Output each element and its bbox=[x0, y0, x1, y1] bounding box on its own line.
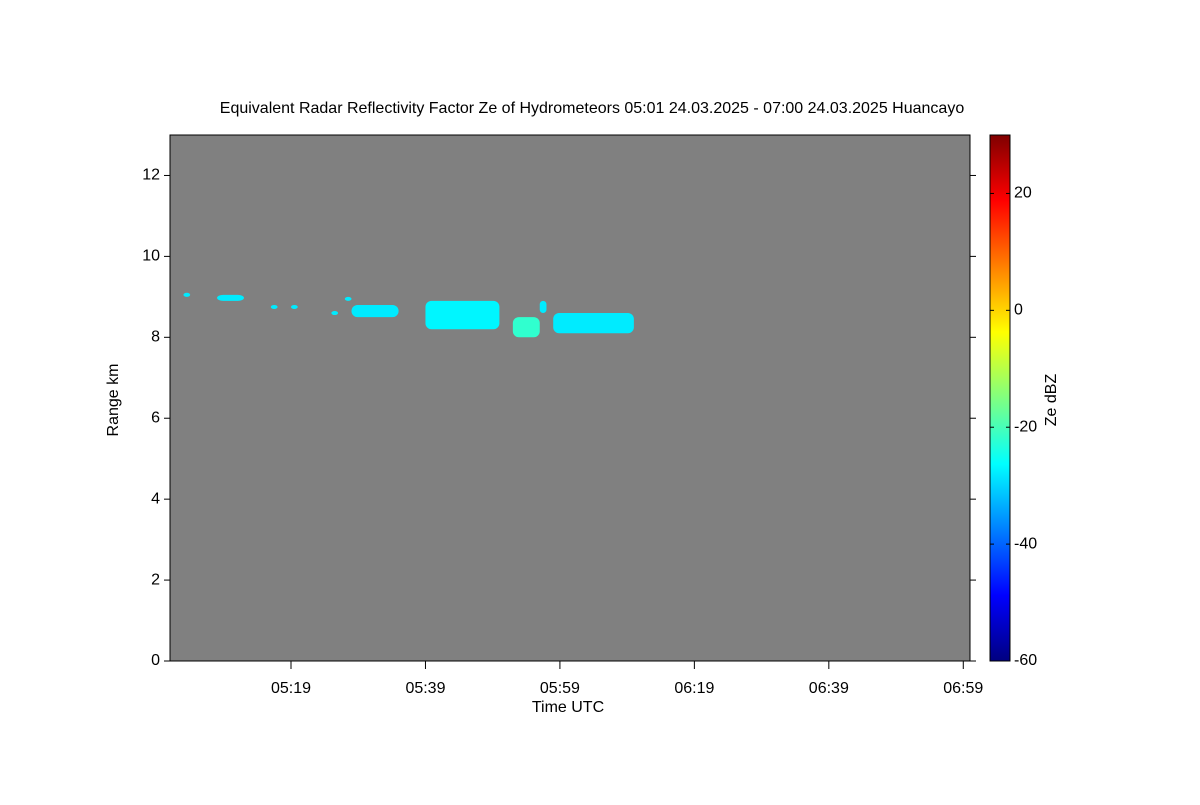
x-tick-label: 06:59 bbox=[943, 680, 983, 697]
x-axis-label: Time UTC bbox=[532, 699, 604, 716]
colorbar-label: Ze dBZ bbox=[1043, 374, 1060, 427]
plot-frame bbox=[169, 134, 971, 662]
echo bbox=[217, 294, 244, 301]
colorbar-tick-label: -60 bbox=[1014, 652, 1037, 669]
chart-title: Equivalent Radar Reflectivity Factor Ze … bbox=[220, 100, 965, 117]
colorbar bbox=[989, 134, 1011, 662]
echo bbox=[331, 311, 339, 316]
y-tick-label: 0 bbox=[151, 652, 160, 669]
echo bbox=[291, 304, 298, 309]
colorbar-tick-label: 0 bbox=[1014, 302, 1023, 319]
x-tick-label: 06:19 bbox=[674, 680, 714, 697]
x-tick-label: 05:19 bbox=[271, 680, 311, 697]
colorbar-tick-label: -40 bbox=[1014, 535, 1037, 552]
colorbar-tick-label: 20 bbox=[1014, 185, 1032, 202]
echo bbox=[270, 304, 278, 309]
y-axis-label: Range km bbox=[105, 364, 122, 437]
echo bbox=[553, 313, 634, 334]
y-tick-label: 8 bbox=[151, 329, 160, 346]
colorbar-tick-label: -20 bbox=[1014, 418, 1037, 435]
echo bbox=[512, 317, 540, 338]
echo bbox=[539, 300, 547, 314]
plot-background bbox=[170, 135, 970, 661]
x-tick-label: 05:39 bbox=[405, 680, 445, 697]
y-tick-label: 12 bbox=[142, 167, 160, 184]
y-tick-label: 6 bbox=[151, 409, 160, 426]
y-tick-label: 4 bbox=[151, 490, 160, 507]
echo bbox=[344, 296, 352, 301]
y-tick-label: 2 bbox=[151, 571, 160, 588]
echo bbox=[351, 304, 399, 318]
x-tick-label: 05:59 bbox=[540, 680, 580, 697]
y-tick-label: 10 bbox=[142, 248, 160, 265]
x-tick-label: 06:39 bbox=[809, 680, 849, 697]
echo bbox=[183, 292, 191, 297]
echo bbox=[425, 300, 500, 330]
